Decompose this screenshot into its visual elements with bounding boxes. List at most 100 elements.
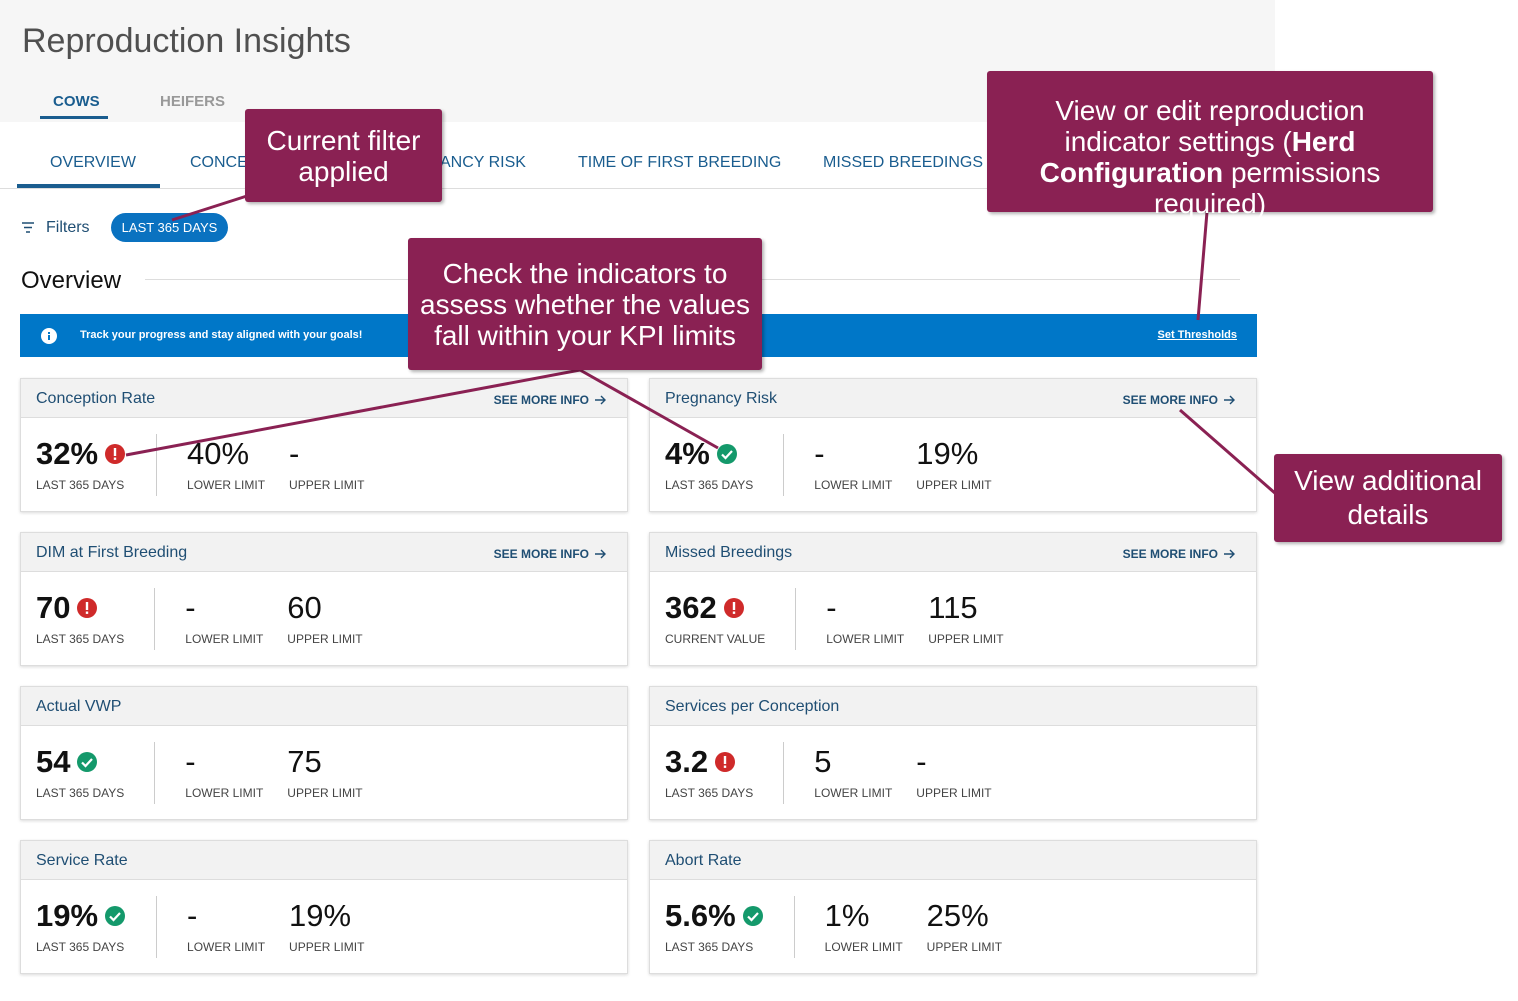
- limit-value: 75: [287, 744, 322, 779]
- limit-value: -: [916, 744, 927, 779]
- upper-limit: 25% UPPER LIMIT: [927, 896, 1029, 958]
- limit-label: UPPER LIMIT: [926, 940, 1003, 954]
- see-more-link[interactable]: SEE MORE INFO: [1123, 393, 1236, 407]
- upper-limit: 19% UPPER LIMIT: [916, 434, 1018, 496]
- tab[interactable]: HEIFERS: [160, 93, 226, 110]
- limit-value: 1%: [824, 898, 870, 933]
- metric-label: LAST 365 DAYS: [665, 478, 754, 492]
- current-metric: 5.6% LAST 365 DAYS: [665, 896, 795, 958]
- card-title: Pregnancy Risk: [665, 390, 778, 407]
- card-header: Services per Conception: [650, 687, 1256, 726]
- tab-underline: [40, 116, 108, 119]
- kpi-card: Actual VWP 54 LAST 365 DAYS - LOWER LIMIT 75 U…: [20, 686, 628, 820]
- filter-chip[interactable]: LAST 365 DAYS: [111, 213, 228, 242]
- nav-divider: [0, 188, 1275, 189]
- nav-underline: [17, 184, 160, 188]
- nav-tab[interactable]: ANCY RISK: [440, 154, 526, 171]
- upper-limit: 115 UPPER LIMIT: [928, 588, 1030, 650]
- see-more-link[interactable]: SEE MORE INFO: [1123, 547, 1236, 561]
- metric-row: 4% LAST 365 DAYS - LOWER LIMIT 19% UPPER LIMI…: [650, 418, 1256, 496]
- limit-label: UPPER LIMIT: [287, 632, 363, 646]
- limit-value: 19%: [916, 436, 979, 471]
- metric-value-row: 4%: [665, 434, 753, 474]
- alert-icon: [723, 598, 744, 618]
- limit-label: LOWER LIMIT: [824, 940, 903, 954]
- metric-value-row: 70: [36, 588, 124, 628]
- kpi-card: Abort Rate 5.6% LAST 365 DAYS 1% LOWER LIMIT…: [649, 840, 1257, 974]
- metric-value-row: 54: [36, 742, 124, 782]
- limit-value: -: [187, 898, 198, 933]
- card-title: Conception Rate: [36, 390, 156, 407]
- metric-value: 32%: [36, 436, 99, 471]
- callout-text: View or edit reproduction indicator sett…: [1055, 95, 1365, 157]
- limit-label: LOWER LIMIT: [187, 940, 266, 954]
- callout: Current filter applied: [245, 109, 442, 202]
- upper-limit: 75 UPPER LIMIT: [287, 742, 389, 804]
- see-more-link[interactable]: SEE MORE INFO: [494, 393, 607, 407]
- nav-tab[interactable]: MISSED BREEDINGS: [823, 154, 984, 171]
- limit-value: 19%: [289, 898, 352, 933]
- metric-value-row: 19%: [36, 896, 126, 936]
- nav-tab[interactable]: CONCE: [190, 154, 248, 171]
- metric-row: 19% LAST 365 DAYS - LOWER LIMIT 19% UPPER LIM…: [21, 880, 627, 958]
- lower-limit: - LOWER LIMIT: [814, 434, 916, 496]
- callout: View additional details: [1274, 454, 1502, 542]
- kpi-card: Service Rate 19% LAST 365 DAYS - LOWER LIMIT…: [20, 840, 628, 974]
- nav-tab[interactable]: TIME OF FIRST BREEDING: [578, 154, 782, 171]
- card-header: Conception Rate SEE MORE INFO: [21, 379, 627, 418]
- current-metric: 32% LAST 365 DAYS: [36, 434, 158, 496]
- metric-label: LAST 365 DAYS: [36, 478, 125, 492]
- page-title: Reproduction Insights: [22, 22, 351, 60]
- card-header: Service Rate: [21, 841, 627, 880]
- metric-value-row: 32%: [36, 434, 126, 474]
- limit-label: UPPER LIMIT: [928, 632, 1004, 646]
- set-thresholds-link[interactable]: Set Thresholds: [1157, 329, 1237, 341]
- lower-limit: - LOWER LIMIT: [185, 742, 287, 804]
- card-title: Services per Conception: [665, 698, 840, 715]
- metric-row: 54 LAST 365 DAYS - LOWER LIMIT 75 UPPER LIMIT: [21, 726, 627, 804]
- limit-label: UPPER LIMIT: [289, 478, 365, 492]
- limit-label: LOWER LIMIT: [185, 632, 264, 646]
- kpi-card: Conception Rate SEE MORE INFO 32% LAST 365 …: [20, 378, 628, 512]
- metric-value: 19%: [36, 898, 99, 933]
- limit-label: UPPER LIMIT: [916, 478, 992, 492]
- ok-icon: [77, 752, 98, 772]
- ok-icon: [742, 906, 763, 926]
- alert-icon: [715, 752, 736, 772]
- see-more-link[interactable]: SEE MORE INFO: [494, 547, 607, 561]
- metric-row: 70 LAST 365 DAYS - LOWER LIMIT 60 UPPER LIMIT: [21, 572, 627, 650]
- limit-label: LOWER LIMIT: [814, 786, 893, 800]
- kpi-card: DIM at First Breeding SEE MORE INFO 70 LAST…: [20, 532, 628, 666]
- limit-value: -: [289, 436, 300, 471]
- card-header: Actual VWP: [21, 687, 627, 726]
- limit-value: 5: [814, 744, 832, 779]
- limit-label: UPPER LIMIT: [916, 786, 992, 800]
- lower-limit: - LOWER LIMIT: [185, 588, 287, 650]
- nav-tab[interactable]: OVERVIEW: [50, 154, 136, 171]
- card-header: Abort Rate: [650, 841, 1256, 880]
- limit-label: LOWER LIMIT: [814, 478, 893, 492]
- kpi-card: Pregnancy Risk SEE MORE INFO 4% LAST 365 DA…: [649, 378, 1257, 512]
- link-text: SEE MORE INFO: [1122, 547, 1218, 561]
- filters-button[interactable]: Filters: [46, 219, 90, 236]
- callout: View or edit reproduction indicator sett…: [987, 71, 1433, 219]
- metric-value: 4%: [665, 436, 710, 471]
- card-header: Pregnancy Risk SEE MORE INFO: [650, 379, 1256, 418]
- limit-label: LOWER LIMIT: [826, 632, 905, 646]
- current-metric: 19% LAST 365 DAYS: [36, 896, 158, 958]
- metric-label: LAST 365 DAYS: [36, 940, 125, 954]
- alert-icon: [77, 598, 98, 618]
- metric-label: CURRENT VALUE: [665, 632, 766, 646]
- limit-value: 25%: [926, 898, 989, 933]
- upper-limit: - UPPER LIMIT: [916, 742, 1018, 804]
- current-metric: 54 LAST 365 DAYS: [36, 742, 156, 804]
- metric-label: LAST 365 DAYS: [36, 632, 125, 646]
- limit-value: -: [185, 590, 196, 625]
- limit-value: 40%: [187, 436, 250, 471]
- card-title: Actual VWP: [36, 698, 122, 715]
- card-title: DIM at First Breeding: [36, 544, 188, 561]
- metric-value-row: 362: [665, 588, 765, 628]
- limit-label: LOWER LIMIT: [185, 786, 264, 800]
- tab[interactable]: COWS: [53, 93, 100, 110]
